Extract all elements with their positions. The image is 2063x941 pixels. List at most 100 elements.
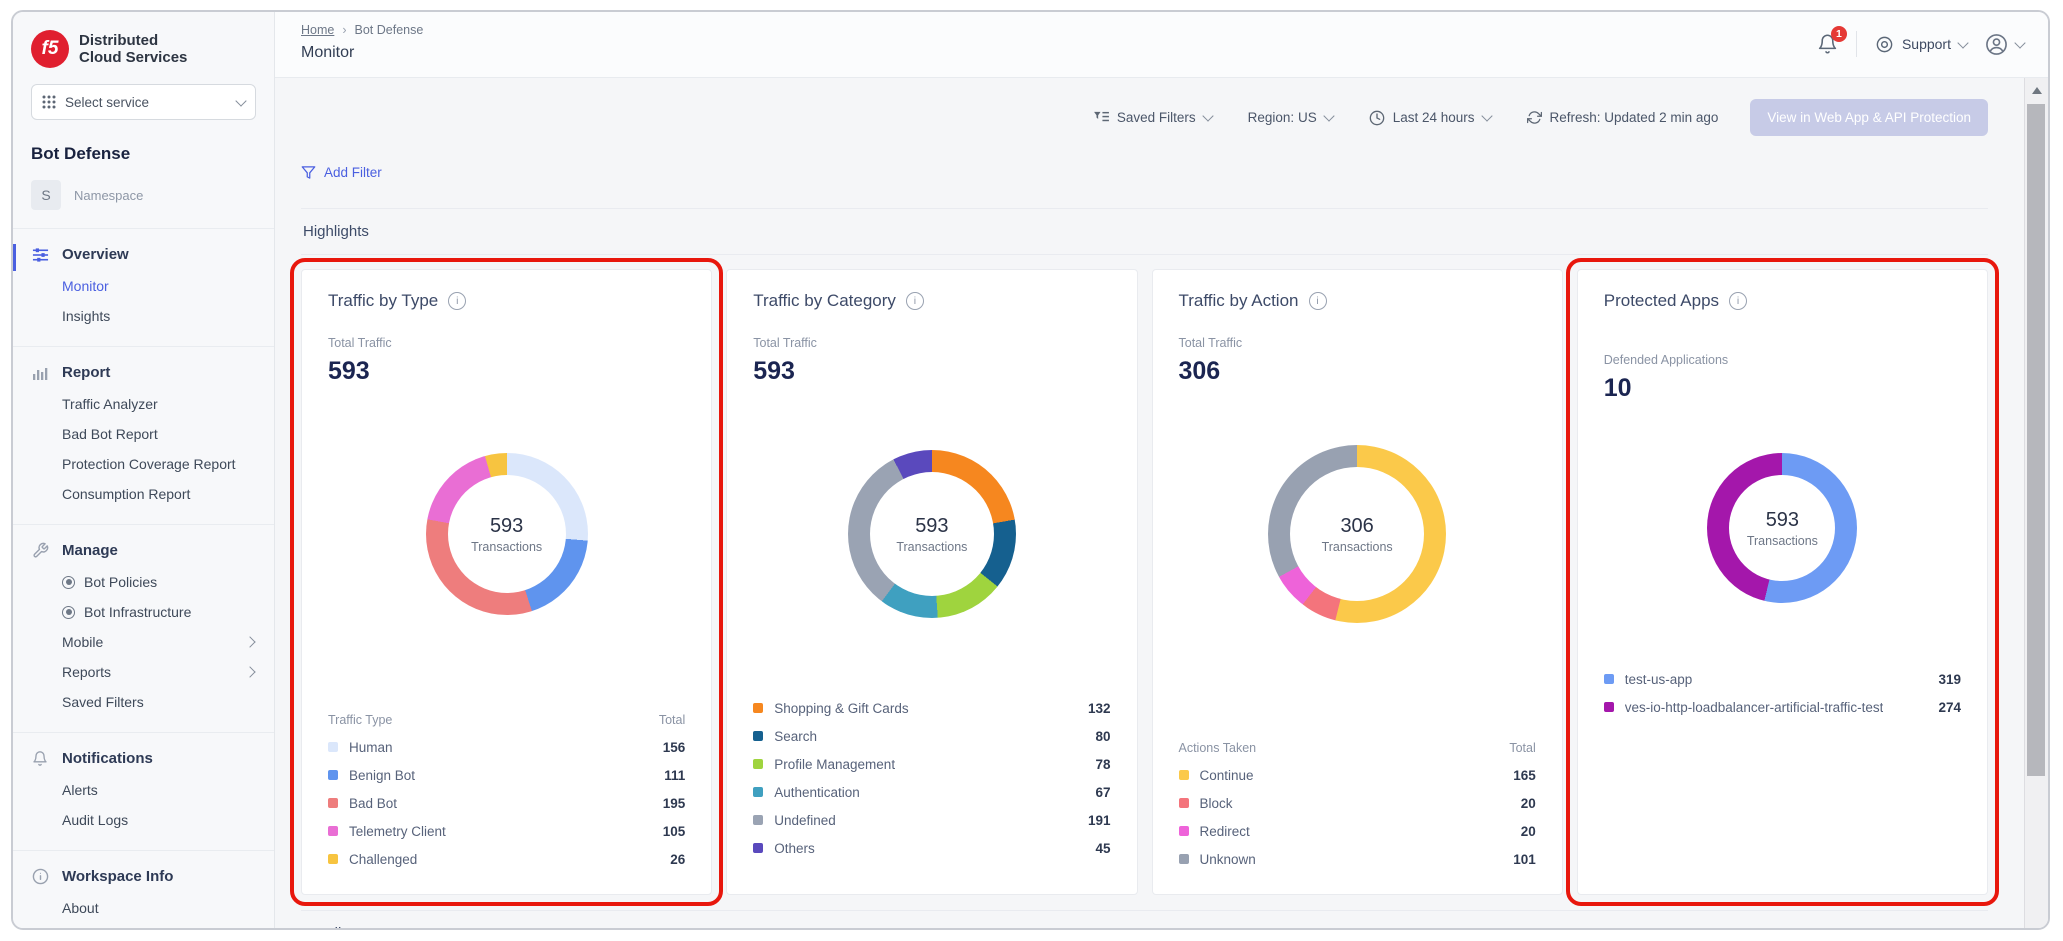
region-label: Region: US [1248, 110, 1317, 125]
legend-item-redirect[interactable]: Redirect20 [1179, 817, 1536, 845]
legend-label: Unknown [1200, 852, 1256, 867]
sidebar-item-label: Audit Logs [62, 812, 128, 828]
sidebar-item-bot-infrastructure[interactable]: Bot Infrastructure [62, 597, 256, 627]
legend-item-bad-bot[interactable]: Bad Bot195 [328, 789, 685, 817]
legend-label: Authentication [774, 785, 860, 800]
sidebar-item-bad-bot-report[interactable]: Bad Bot Report [62, 419, 256, 449]
info-icon[interactable]: i [1309, 292, 1327, 310]
clock-icon [1369, 110, 1385, 126]
legend-item-challenged[interactable]: Challenged26 [328, 845, 685, 873]
sidebar-item-consumption-report[interactable]: Consumption Report [62, 479, 256, 509]
chevron-down-icon [235, 95, 246, 106]
sidebar-item-label: About [62, 900, 99, 916]
legend-item-search[interactable]: Search80 [753, 722, 1110, 750]
scroll-up-button[interactable] [2025, 78, 2048, 103]
user-icon [1985, 33, 2008, 56]
namespace-selector[interactable]: S Namespace [31, 180, 256, 210]
chevron-down-icon [1957, 37, 1968, 48]
donut-center: 593 Transactions [1707, 453, 1857, 603]
legend-header: Actions Taken Total [1179, 736, 1536, 761]
notifications-button[interactable]: 1 [1817, 33, 1838, 55]
vertical-scrollbar[interactable] [2024, 78, 2048, 928]
legend-value: 80 [1095, 729, 1110, 744]
legend-label: Profile Management [774, 757, 895, 772]
legend-item-profile-management[interactable]: Profile Management78 [753, 750, 1110, 778]
legend-item-block[interactable]: Block20 [1179, 789, 1536, 817]
saved-filters-dropdown[interactable]: Saved Filters [1094, 110, 1212, 125]
sidebar-item-report[interactable]: Report [31, 364, 256, 381]
donut-chart[interactable]: 593 Transactions [1707, 453, 1857, 603]
sidebar-item-label: Protection Coverage Report [62, 456, 236, 472]
legend-header-total: Total [659, 713, 685, 727]
legend-item-authentication[interactable]: Authentication67 [753, 778, 1110, 806]
nav-items-notifications: Alerts Audit Logs [31, 775, 256, 835]
metric-label: Total Traffic [753, 336, 1110, 350]
sidebar-item-manage[interactable]: Manage [31, 542, 256, 559]
legend-item-benign-bot[interactable]: Benign Bot111 [328, 761, 685, 789]
legend-swatch [753, 843, 763, 853]
sidebar-item-overview[interactable]: Overview [31, 246, 256, 263]
support-menu[interactable]: Support [1875, 35, 1967, 54]
filters-toolbar: Saved Filters Region: US Last 24 hours [301, 78, 1988, 136]
legend-item-telemetry-client[interactable]: Telemetry Client105 [328, 817, 685, 845]
legend-item-others[interactable]: Others45 [753, 834, 1110, 862]
legend-item-human[interactable]: Human156 [328, 733, 685, 761]
legend-item-shopping-gift-cards[interactable]: Shopping & Gift Cards132 [753, 694, 1110, 722]
sidebar-item-monitor[interactable]: Monitor [62, 271, 256, 301]
legend-item-undefined[interactable]: Undefined191 [753, 806, 1110, 834]
sidebar-item-about[interactable]: About [62, 893, 256, 923]
sidebar-item-audit-logs[interactable]: Audit Logs [62, 805, 256, 835]
chevron-right-icon [244, 666, 255, 677]
sidebar-item-notifications[interactable]: Notifications [31, 750, 256, 767]
service-selector-label: Select service [65, 95, 149, 110]
donut-chart[interactable]: 306 Transactions [1268, 445, 1446, 623]
time-range-dropdown[interactable]: Last 24 hours [1369, 110, 1491, 126]
metric-label: Total Traffic [1179, 336, 1536, 350]
info-icon[interactable]: i [1729, 292, 1747, 310]
legend-swatch [753, 703, 763, 713]
legend-label: Others [774, 841, 815, 856]
sidebar-item-alerts[interactable]: Alerts [62, 775, 256, 805]
view-in-waap-button[interactable]: View in Web App & API Protection [1750, 99, 1988, 136]
refresh-button[interactable]: Refresh: Updated 2 min ago [1527, 110, 1719, 125]
sidebar-item-reports[interactable]: Reports [62, 657, 256, 687]
info-icon[interactable]: i [906, 292, 924, 310]
legend-value: 319 [1938, 672, 1961, 687]
donut-center-label: Transactions [1747, 534, 1818, 548]
sidebar-item-traffic-analyzer[interactable]: Traffic Analyzer [62, 389, 256, 419]
legend-label: Block [1200, 796, 1233, 811]
service-selector[interactable]: Select service [31, 84, 256, 120]
sidebar-item-workspace-info[interactable]: Workspace Info [31, 868, 256, 885]
legend-item-unknown[interactable]: Unknown101 [1179, 845, 1536, 873]
sidebar-item-mobile[interactable]: Mobile [62, 627, 256, 657]
add-filter-button[interactable]: Add Filter [301, 165, 382, 180]
legend-item-ves-io-http-loadbalancer-artificial-traffic-test[interactable]: ves-io-http-loadbalancer-artificial-traf… [1604, 693, 1961, 721]
metric-block: Total Traffic 306 [1179, 336, 1536, 386]
scrollbar-thumb[interactable] [2027, 104, 2045, 776]
donut-chart[interactable]: 593 Transactions [426, 453, 588, 615]
card-traffic-by-type: Traffic by Type i Total Traffic 593 593 … [301, 269, 712, 895]
breadcrumb-separator: › [342, 23, 346, 37]
sidebar-item-insights[interactable]: Insights [62, 301, 256, 331]
legend-value: 20 [1521, 824, 1536, 839]
info-icon[interactable]: i [448, 292, 466, 310]
metric-label: Defended Applications [1604, 353, 1961, 367]
sidebar-item-protection-coverage-report[interactable]: Protection Coverage Report [62, 449, 256, 479]
sidebar-item-saved-filters[interactable]: Saved Filters [62, 687, 256, 717]
region-dropdown[interactable]: Region: US [1248, 110, 1333, 125]
breadcrumb-home-link[interactable]: Home [301, 23, 334, 37]
f5-logo-icon: f5 [31, 30, 69, 68]
chevron-down-icon [1481, 110, 1492, 121]
nav-section-label: Notifications [62, 750, 153, 767]
metric-label: Total Traffic [328, 336, 685, 350]
legend: Actions Taken Total Continue165Block20Re… [1179, 736, 1536, 873]
legend-swatch [1604, 674, 1614, 684]
donut-chart[interactable]: 593 Transactions [848, 450, 1016, 618]
user-menu[interactable] [1985, 33, 2024, 56]
card-title: Protected Apps [1604, 291, 1719, 311]
legend-item-continue[interactable]: Continue165 [1179, 761, 1536, 789]
brand-line1: Distributed [79, 32, 187, 49]
legend-rows: Continue165Block20Redirect20Unknown101 [1179, 761, 1536, 873]
sidebar-item-bot-policies[interactable]: Bot Policies [62, 567, 256, 597]
legend-item-test-us-app[interactable]: test-us-app319 [1604, 665, 1961, 693]
